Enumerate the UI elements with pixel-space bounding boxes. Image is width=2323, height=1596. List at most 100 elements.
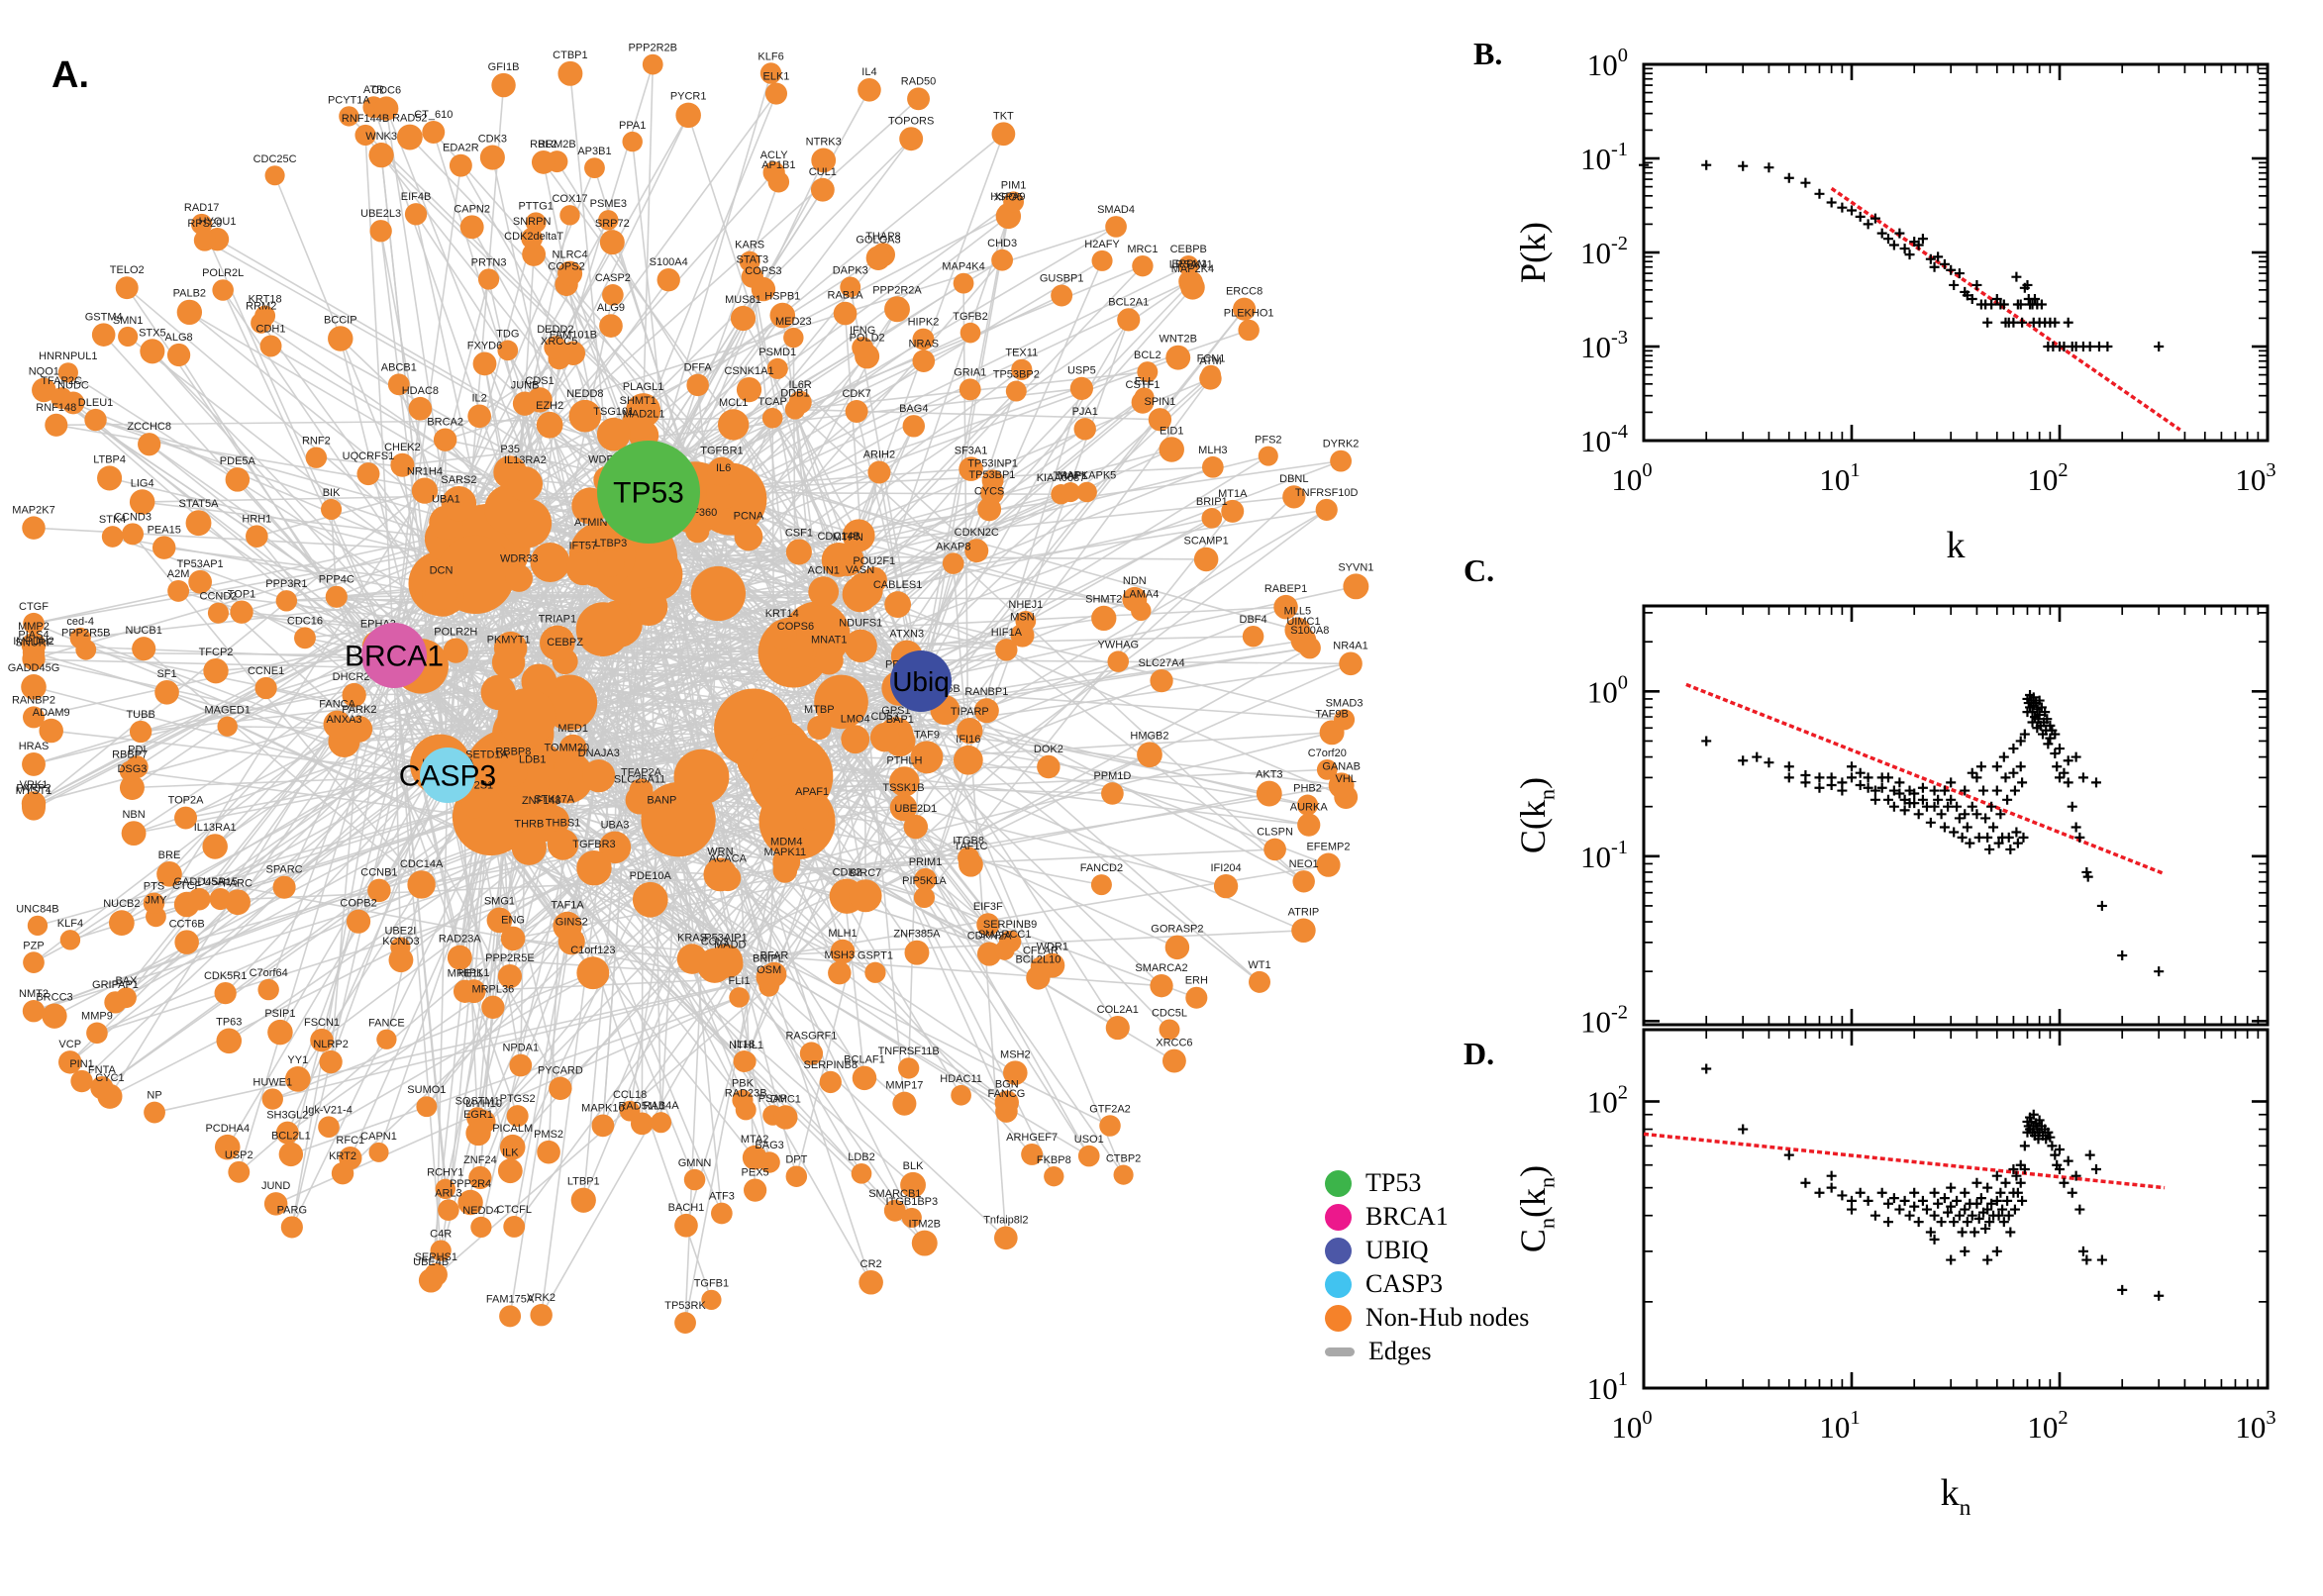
data-point — [1752, 751, 1763, 762]
data-point — [1982, 317, 1993, 328]
data-point — [2063, 1155, 2073, 1166]
data-point — [2017, 777, 2028, 788]
data-point — [1904, 1210, 1915, 1221]
data-point — [2077, 772, 2088, 783]
y-tick-label: 10-3 — [1580, 327, 1628, 364]
data-point — [2063, 777, 2073, 788]
x-tick-label: 101 — [1819, 459, 1860, 497]
network-edge — [509, 819, 679, 1172]
data-point — [2067, 801, 2077, 812]
network-edge — [864, 753, 1151, 897]
data-point — [2117, 950, 2128, 961]
network-edge — [648, 606, 798, 1177]
x-tick-label: 100 — [1611, 1407, 1652, 1445]
data-point — [2154, 1290, 2165, 1301]
y-tick-label: 102 — [1587, 1082, 1628, 1120]
data-point — [2154, 966, 2165, 977]
data-point — [1929, 785, 1940, 796]
network-edge — [204, 240, 650, 493]
data-point — [1965, 838, 1975, 848]
network-edge — [290, 996, 740, 1155]
data-point — [1962, 822, 1972, 833]
network-edge — [114, 654, 395, 1003]
data-point — [1837, 777, 1848, 788]
y-tick-label: 101 — [1587, 1368, 1628, 1406]
network-edge — [508, 459, 1342, 775]
data-point — [1960, 1246, 1970, 1256]
data-point — [1909, 1201, 1920, 1212]
data-point — [1939, 258, 1950, 269]
data-point — [1847, 772, 1857, 783]
network-edge — [33, 622, 476, 806]
network-edge — [923, 319, 1130, 898]
data-point — [2011, 271, 2022, 282]
data-point — [1904, 249, 1915, 260]
fit-line — [1685, 682, 2166, 876]
network-edge — [222, 289, 449, 776]
y-axis-label: P(k) — [1513, 222, 1553, 283]
network-edge — [923, 510, 1234, 898]
legend-label: UBIQ — [1365, 1236, 1429, 1264]
data-point — [1921, 1204, 1932, 1215]
legend-label: Edges — [1368, 1337, 1432, 1365]
network-edge — [962, 283, 969, 760]
data-point — [1882, 234, 1893, 245]
data-point — [1783, 1149, 1794, 1160]
data-point — [1960, 1204, 1970, 1215]
data-point — [1946, 777, 1957, 788]
data-point — [2018, 832, 2029, 843]
network-edge — [538, 680, 1119, 1029]
data-point — [2003, 832, 2014, 843]
data-point — [1971, 809, 1982, 820]
data-point — [2096, 900, 2107, 911]
network-edge — [163, 547, 442, 585]
network-edge — [691, 662, 1352, 960]
data-point — [1909, 1187, 1920, 1198]
data-point — [1855, 767, 1866, 778]
data-point — [1962, 1217, 1972, 1228]
data-point — [1847, 1204, 1857, 1215]
data-point — [2059, 1177, 2070, 1188]
data-point — [1894, 228, 1905, 239]
data-point — [1933, 251, 1944, 262]
data-point — [1971, 772, 1982, 783]
network-edge — [336, 596, 519, 1117]
data-point — [2090, 1163, 2101, 1174]
data-point — [2102, 342, 2113, 351]
network-edge — [795, 680, 922, 1177]
data-point — [2008, 767, 2019, 778]
legend-item-tp53: TP53 — [1325, 1166, 1529, 1200]
data-point — [1986, 801, 1997, 812]
data-point — [1917, 782, 1928, 793]
data-point — [1800, 177, 1811, 188]
network-edge — [767, 377, 1212, 978]
data-point — [1701, 736, 1712, 747]
network-edge — [222, 289, 499, 693]
data-point — [2070, 822, 2081, 833]
network-edge — [33, 651, 449, 776]
chart-C-points — [1701, 690, 2165, 977]
network-legend: TP53 BRCA1 UBIQ CASP3 Non-Hub nodes Edges — [1325, 1166, 1529, 1368]
data-point — [1863, 219, 1873, 230]
data-point — [1876, 228, 1887, 239]
data-point — [1929, 1187, 1940, 1198]
network-edge — [126, 287, 702, 778]
network-edge — [524, 253, 884, 485]
network-edge — [541, 824, 896, 1212]
data-point — [2096, 1254, 2107, 1265]
network-edge — [393, 264, 1189, 656]
data-point — [2052, 761, 2063, 772]
data-point — [1814, 188, 1825, 199]
panel-b-label: B. — [1473, 36, 1503, 71]
network-edge — [125, 654, 395, 999]
data-point — [2043, 739, 2054, 749]
data-point — [1971, 279, 1982, 290]
network-edge — [648, 72, 772, 493]
data-point — [1998, 1217, 2009, 1228]
data-point — [1946, 1254, 1957, 1265]
data-point — [1855, 211, 1866, 222]
data-point — [2084, 342, 2095, 351]
data-point — [1929, 1210, 1940, 1221]
network-edge — [733, 424, 1119, 1029]
chart-D-frame — [1642, 1028, 2270, 1390]
